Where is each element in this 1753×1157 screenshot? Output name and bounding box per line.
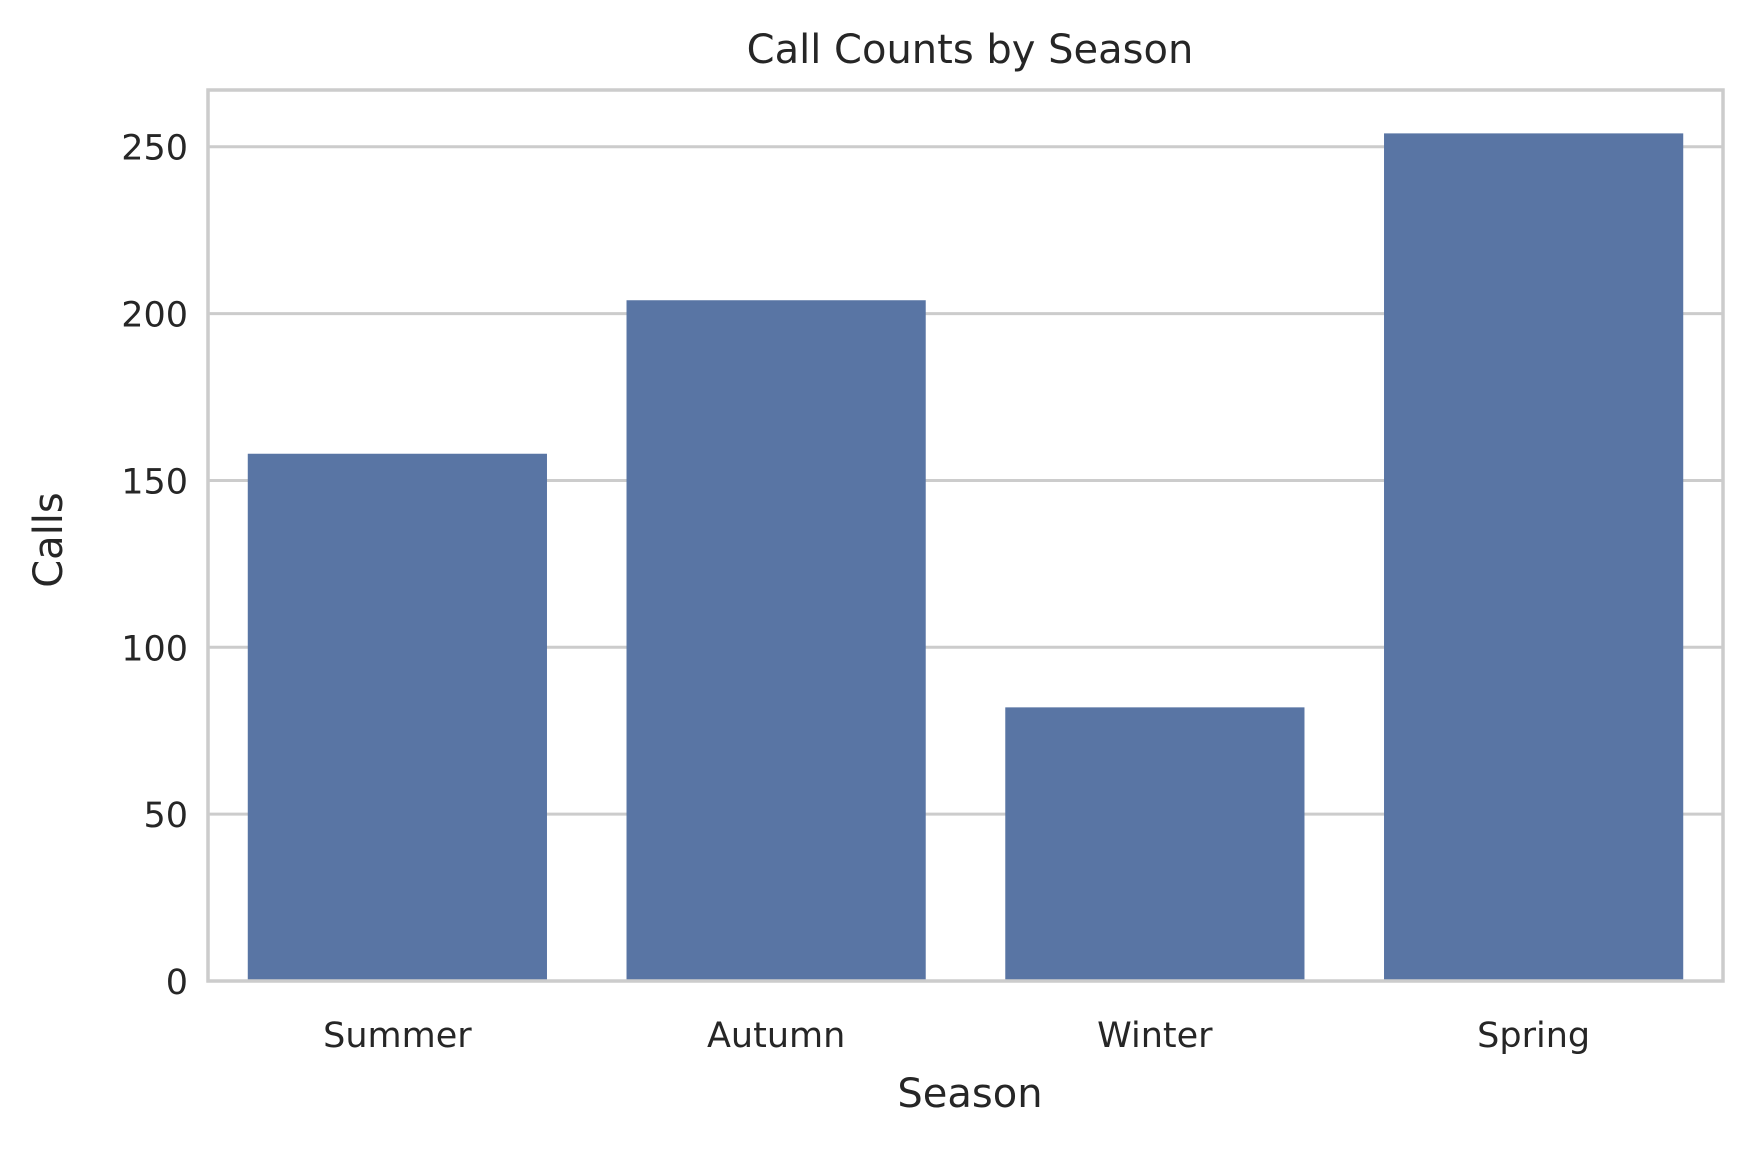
y-tick-label: 250 — [121, 129, 188, 169]
y-tick-label: 150 — [121, 462, 188, 502]
x-tick-labels: Summer Autumn Winter Spring — [323, 1016, 1590, 1056]
y-axis-label: Calls — [26, 492, 72, 588]
x-tick-label: Summer — [323, 1016, 472, 1056]
y-tick-label: 0 — [166, 963, 188, 1003]
x-tick-label: Spring — [1477, 1016, 1590, 1056]
y-tick-label: 100 — [121, 629, 188, 669]
chart-title: Call Counts by Season — [747, 27, 1194, 73]
y-tick-label: 200 — [121, 296, 188, 336]
x-tick-label: Winter — [1097, 1016, 1213, 1056]
bars — [247, 133, 1684, 981]
bar-summer — [247, 453, 547, 981]
y-tick-label: 50 — [143, 796, 188, 836]
y-tick-labels: 0 50 100 150 200 250 — [121, 129, 188, 1003]
bar-winter — [1005, 707, 1305, 981]
bar-spring — [1384, 133, 1684, 981]
plot-frame — [206, 88, 1725, 983]
bar-autumn — [626, 300, 926, 981]
x-axis-label: Season — [897, 1071, 1042, 1117]
x-tick-label: Autumn — [707, 1016, 845, 1056]
